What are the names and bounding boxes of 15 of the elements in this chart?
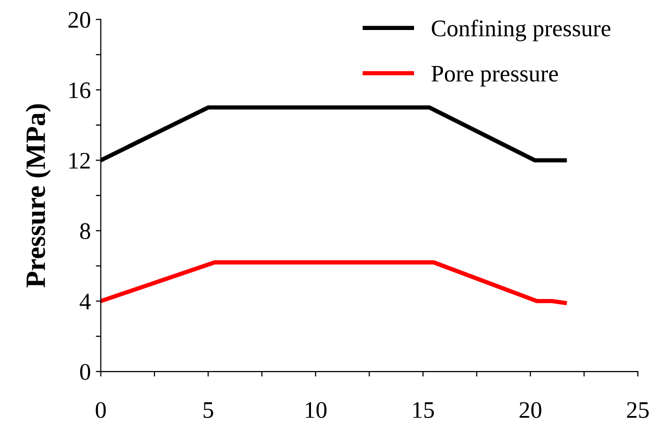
- y-tick-label: 20: [68, 12, 90, 28]
- y-tick-label: 12: [70, 152, 90, 168]
- x-tick-label: 15: [413, 402, 434, 418]
- y-axis-title: Pressure (MPa): [26, 104, 51, 288]
- y-tick-label: 16: [70, 82, 90, 98]
- x-tick-label: 10: [306, 402, 326, 418]
- legend-label: Confining pressure: [432, 20, 610, 42]
- x-tick-label: 5: [204, 402, 214, 418]
- legend-label: Pore pressure: [432, 66, 558, 86]
- x-tick-label: 25: [627, 402, 649, 418]
- y-tick-label: 0: [80, 364, 90, 380]
- x-tick-label: 0: [96, 402, 106, 418]
- y-tick-label: 8: [80, 223, 90, 240]
- x-tick-label: 20: [520, 402, 542, 418]
- y-tick-label: 4: [80, 294, 91, 310]
